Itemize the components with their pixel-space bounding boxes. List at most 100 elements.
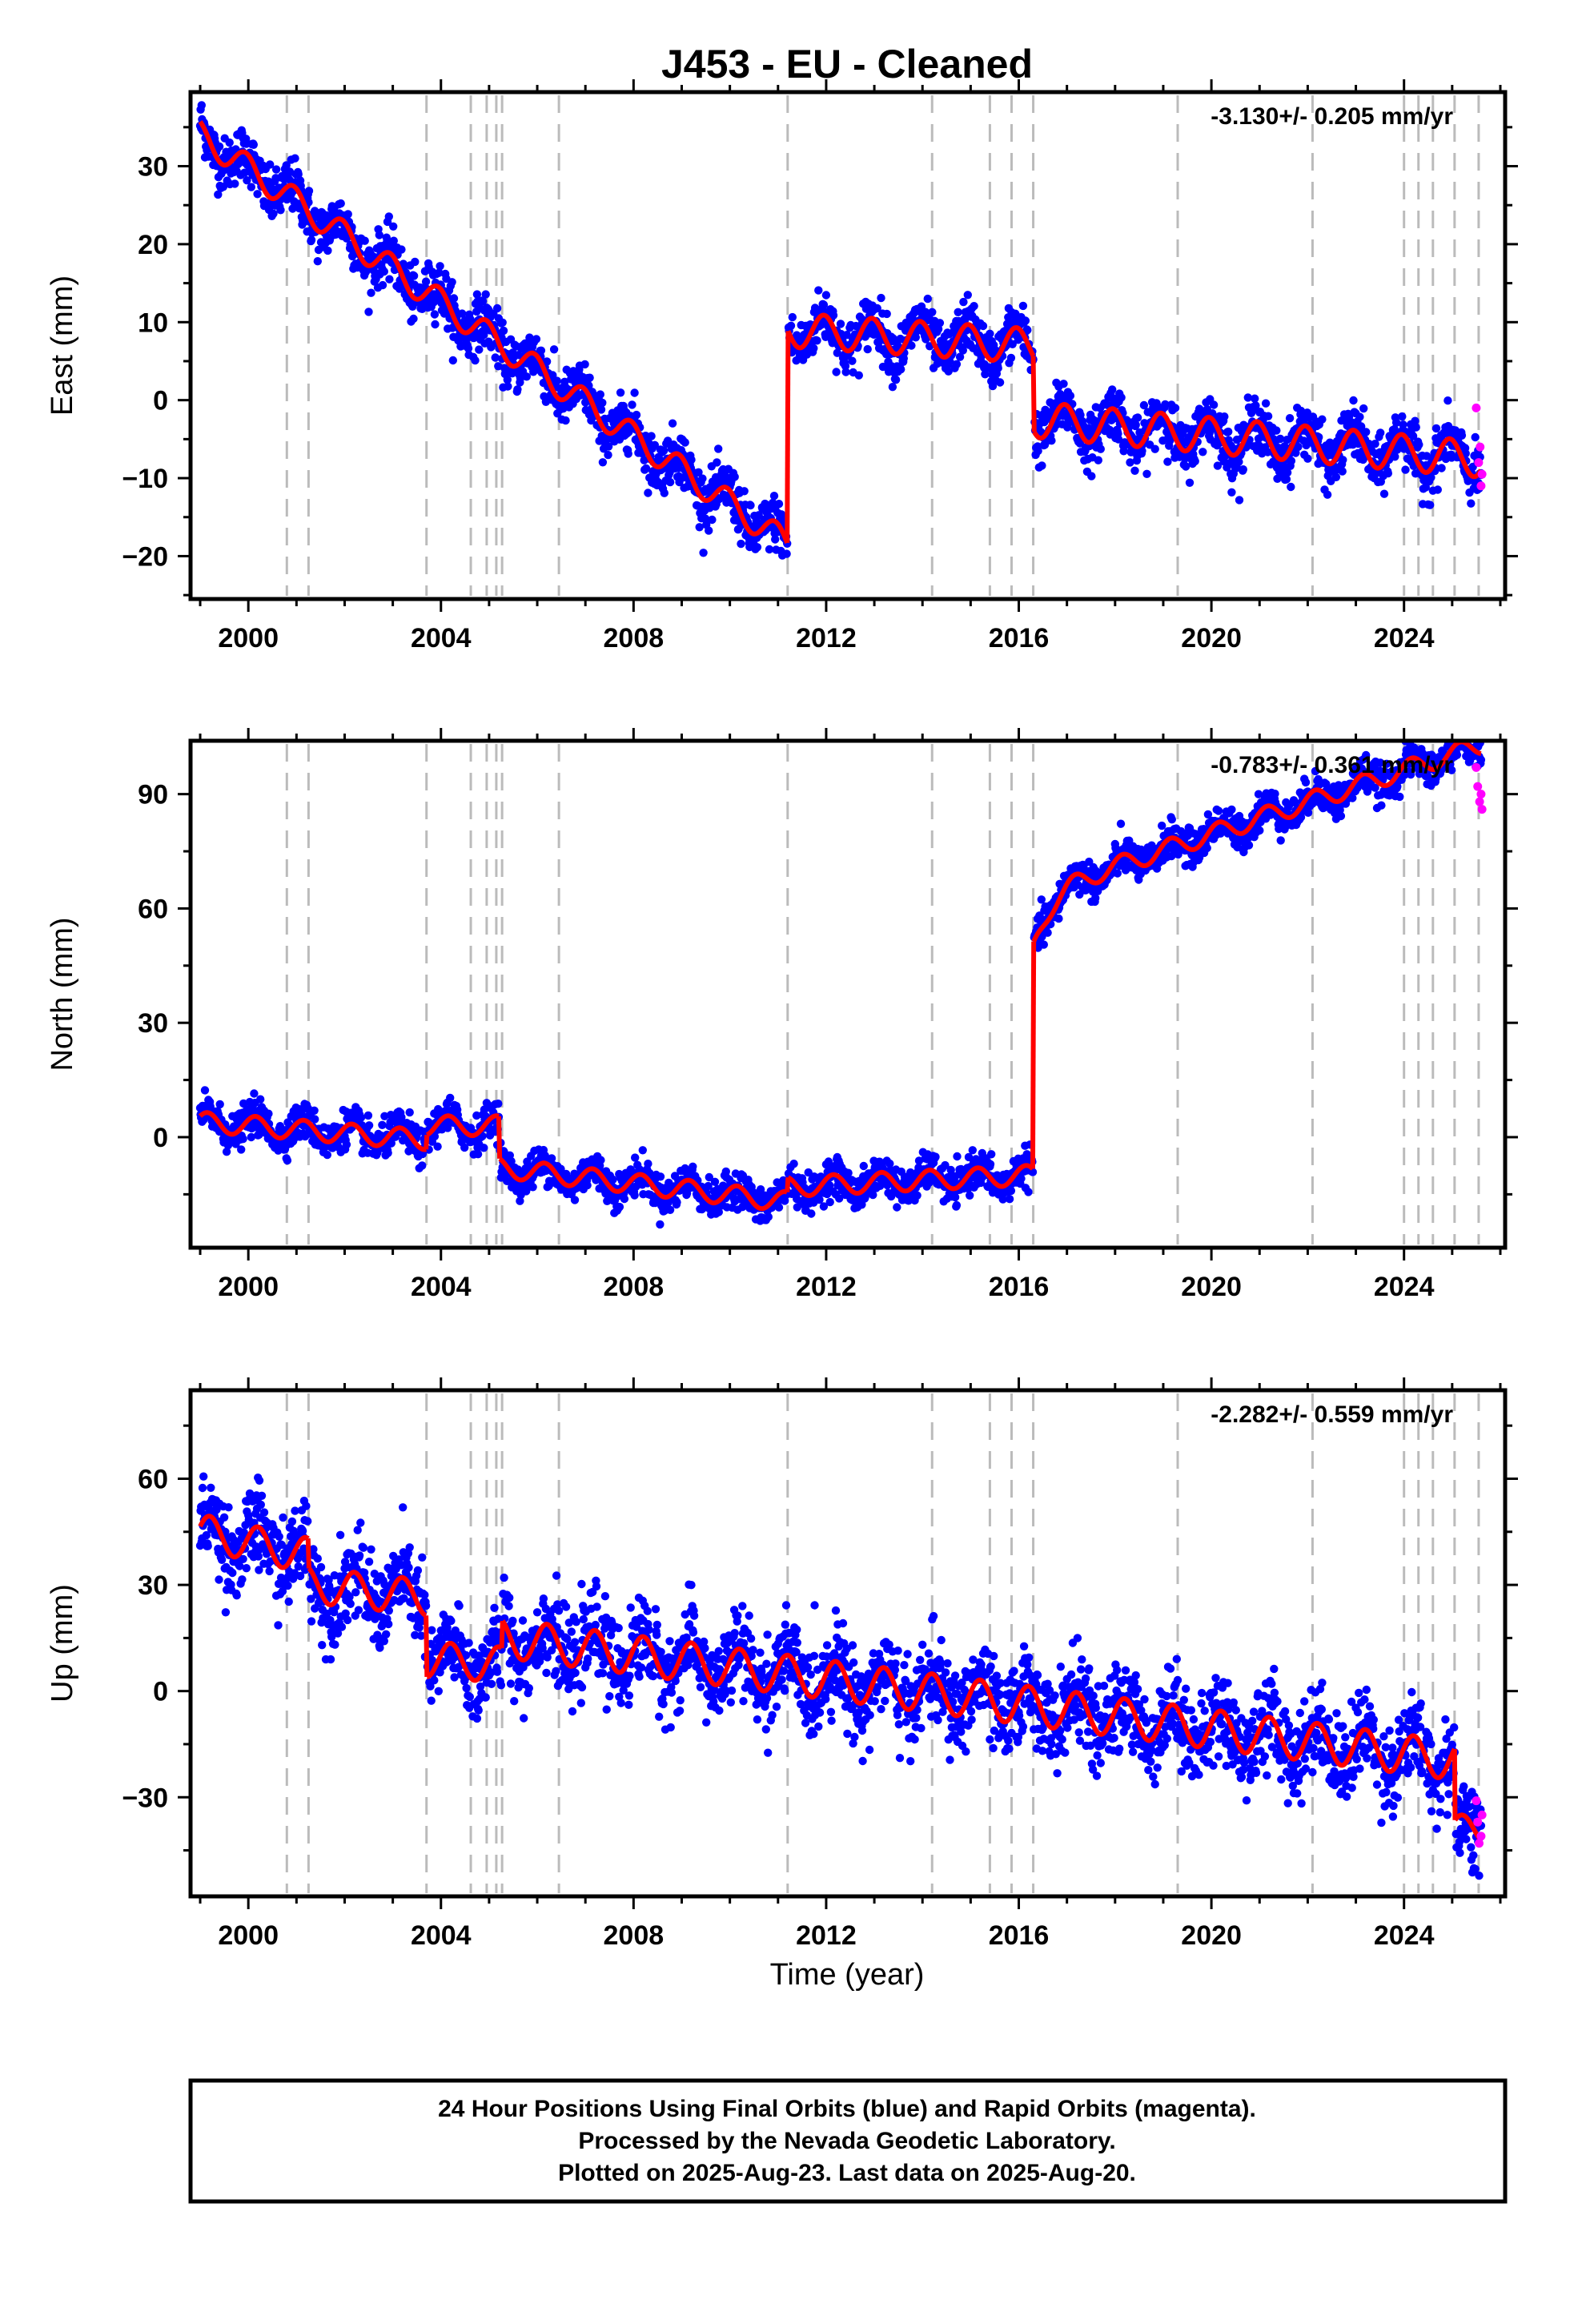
east-point-244 [313, 257, 322, 266]
east-point-2391 [1349, 396, 1358, 405]
east-point-488 [431, 320, 440, 329]
east-point-930 [644, 489, 652, 497]
north-point-55 [222, 1148, 231, 1156]
east-point-2123 [1220, 412, 1229, 421]
east-point-1659 [995, 378, 1005, 387]
north-point-1280 [815, 1195, 824, 1204]
east-point-1555 [946, 357, 954, 366]
north-point-774 [570, 1196, 580, 1204]
east-point-1583 [959, 297, 968, 307]
north-point-41 [215, 1100, 224, 1109]
east-point-1192 [769, 492, 779, 501]
north-point-1198 [774, 1203, 784, 1212]
east-point-1628 [981, 370, 990, 379]
east-model-segment-2 [1032, 402, 1484, 480]
east-point-873 [616, 388, 625, 397]
east-point-571 [471, 356, 480, 365]
east-point-741 [552, 376, 561, 385]
east-point-1225 [786, 321, 796, 330]
north-point-867 [615, 1202, 624, 1212]
east-point-2550 [1426, 501, 1435, 509]
north-point-125 [256, 1095, 265, 1104]
east-point-1576 [955, 352, 965, 361]
east-point-498 [436, 262, 444, 271]
north-point-972 [665, 1205, 675, 1215]
east-point-342 [360, 236, 369, 245]
north-point-926 [644, 1160, 652, 1168]
east-xtick-label-2004: 2004 [411, 623, 472, 653]
north-final-points [195, 741, 1486, 1229]
north-point-351 [364, 1121, 374, 1130]
east-point-2369 [1339, 456, 1347, 464]
north-point-800 [583, 1180, 592, 1190]
east-point-292 [336, 199, 345, 208]
east-point-1404 [873, 304, 881, 313]
east-xtick-label-2012: 2012 [796, 623, 857, 653]
east-point-145 [266, 160, 275, 169]
north-point-2107 [1214, 806, 1223, 815]
east-point-720 [542, 357, 552, 366]
east-point-2276 [1294, 442, 1303, 452]
east-point-2326 [1318, 415, 1327, 424]
north-point-1699 [1017, 1174, 1026, 1183]
north-point-1521 [931, 1152, 940, 1161]
north-point-1375 [861, 1192, 869, 1201]
east-point-2337 [1323, 490, 1332, 499]
north-point-1590 [964, 1152, 974, 1162]
east-point-2455 [1379, 489, 1389, 498]
east-xtick-label-2024: 2024 [1374, 623, 1435, 653]
east-point-1043 [698, 474, 707, 483]
east-point-1866 [1096, 444, 1106, 453]
north-point-1592 [966, 1191, 974, 1200]
east-point-2436 [1371, 440, 1379, 448]
north-point-687 [528, 1183, 537, 1192]
north-point-1053 [705, 1172, 713, 1182]
north-point-1227 [789, 1160, 798, 1168]
east-ytick-label--20: −20 [122, 541, 168, 572]
north-point-334 [356, 1113, 366, 1122]
east-panel: 2000 2004 2008 2012 2016 2020 2024−20−10010203… [46, 79, 1518, 653]
east-point-231 [307, 235, 316, 244]
east-point-1037 [695, 523, 704, 532]
north-point-1368 [857, 1200, 866, 1209]
north-point-1752 [1043, 928, 1052, 937]
east-point-579 [475, 345, 484, 354]
north-point-642 [507, 1156, 516, 1166]
east-point-1366 [854, 371, 864, 380]
east-point-2153 [1235, 457, 1243, 466]
east-point-1035 [694, 468, 703, 476]
north-point-877 [620, 1194, 629, 1204]
east-point-1319 [832, 368, 841, 376]
east-point-393 [385, 275, 394, 283]
east-rapid-point-3 [1476, 481, 1486, 491]
east-point-2254 [1283, 468, 1292, 477]
east-point-1909 [1117, 393, 1126, 402]
north-point-1302 [825, 1197, 834, 1207]
east-point-204 [294, 170, 303, 179]
east-point-1218 [782, 549, 791, 558]
east-point-2417 [1362, 428, 1371, 436]
east-point-2574 [1437, 464, 1446, 472]
east-point-72 [231, 179, 239, 188]
east-point-2624 [1461, 449, 1470, 458]
east-point-192 [288, 204, 297, 213]
east-point-525 [448, 356, 457, 365]
east-point-1020 [687, 455, 696, 464]
east-point-2355 [1331, 472, 1341, 481]
east-point-1943 [1133, 413, 1142, 422]
east-point-593 [481, 290, 490, 299]
east-point-2616 [1457, 431, 1467, 440]
east-point-1927 [1126, 458, 1134, 467]
east-point-2138 [1227, 488, 1236, 497]
north-point-1391 [869, 1190, 877, 1200]
east-model-segment-0 [198, 120, 789, 545]
east-point-1736 [1034, 446, 1042, 456]
east-point-1952 [1138, 446, 1146, 456]
east-point-1045 [699, 549, 708, 557]
east-point-964 [660, 489, 669, 497]
east-point-835 [598, 398, 607, 408]
north-point-2010 [1167, 815, 1177, 824]
north-point-89 [239, 1135, 247, 1144]
east-point-1572 [954, 308, 962, 316]
north-point-1566 [953, 1152, 962, 1161]
